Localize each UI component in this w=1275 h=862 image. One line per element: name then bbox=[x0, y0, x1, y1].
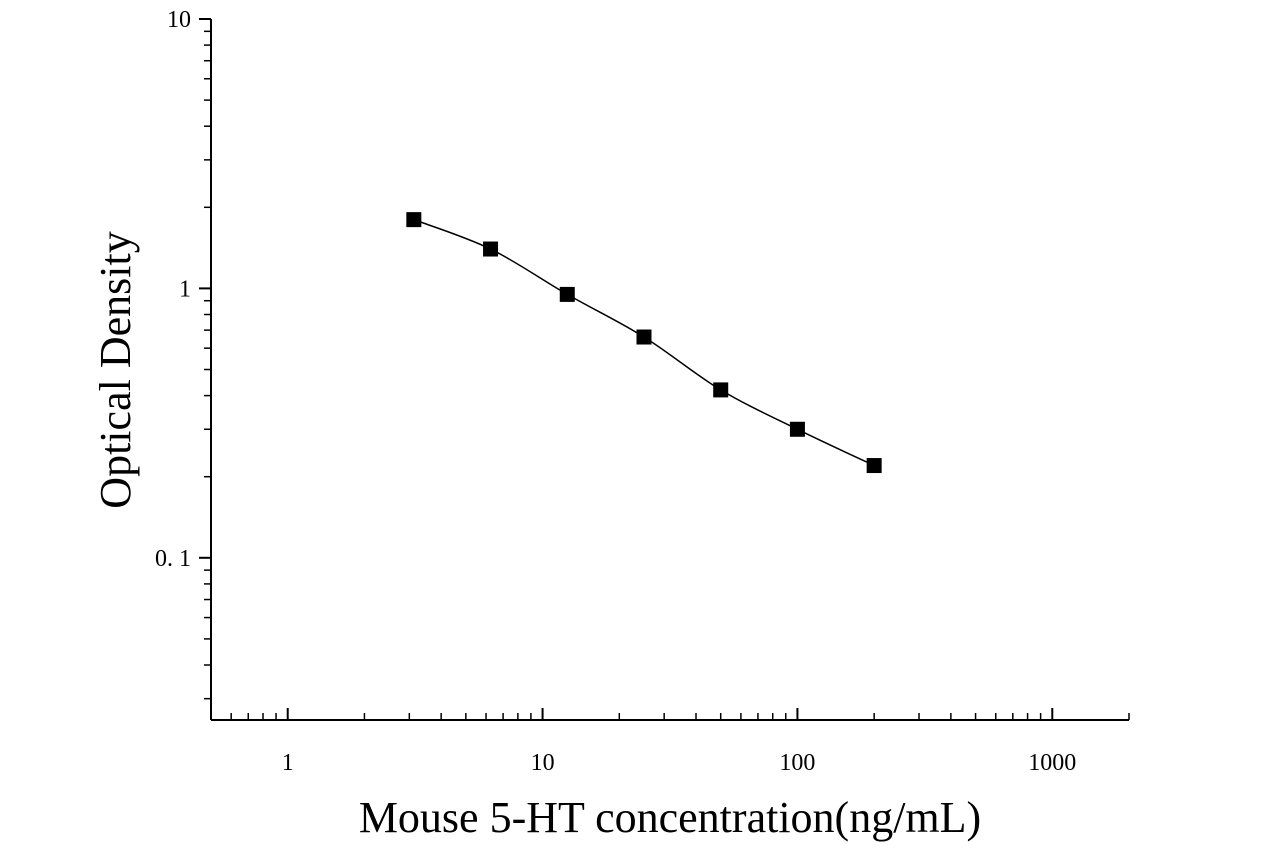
data-point bbox=[483, 241, 499, 257]
x-axis-title: Mouse 5-HT concentration(ng/mL) bbox=[359, 793, 981, 842]
data-point bbox=[713, 382, 729, 398]
x-axis-tick-labels: 1 10 100 1000 bbox=[282, 750, 1077, 776]
x-axis: 1 10 100 1000 Mouse 5-HT concentration(ng/m… bbox=[210, 708, 1130, 842]
plot-area bbox=[406, 212, 882, 474]
x-axis-ticks bbox=[210, 708, 1130, 720]
x-tick-label: 10 bbox=[531, 750, 555, 776]
x-tick-label: 1000 bbox=[1028, 750, 1076, 776]
y-axis-ticks bbox=[199, 18, 211, 700]
data-points-layer bbox=[406, 212, 882, 474]
data-point bbox=[559, 286, 575, 302]
y-axis-title: Optical Density bbox=[91, 231, 140, 508]
data-point bbox=[789, 421, 805, 437]
y-tick-label: 0. 1 bbox=[155, 546, 191, 572]
data-point bbox=[866, 458, 882, 474]
x-tick-label: 1 bbox=[282, 750, 294, 776]
y-axis: 0. 1 1 10 Optical Density bbox=[91, 7, 212, 720]
data-point bbox=[636, 329, 652, 345]
y-tick-label: 10 bbox=[167, 7, 191, 33]
y-axis-tick-labels: 0. 1 1 10 bbox=[155, 7, 191, 572]
y-tick-label: 1 bbox=[179, 276, 191, 302]
data-point bbox=[406, 212, 422, 228]
x-tick-label: 100 bbox=[779, 750, 815, 776]
